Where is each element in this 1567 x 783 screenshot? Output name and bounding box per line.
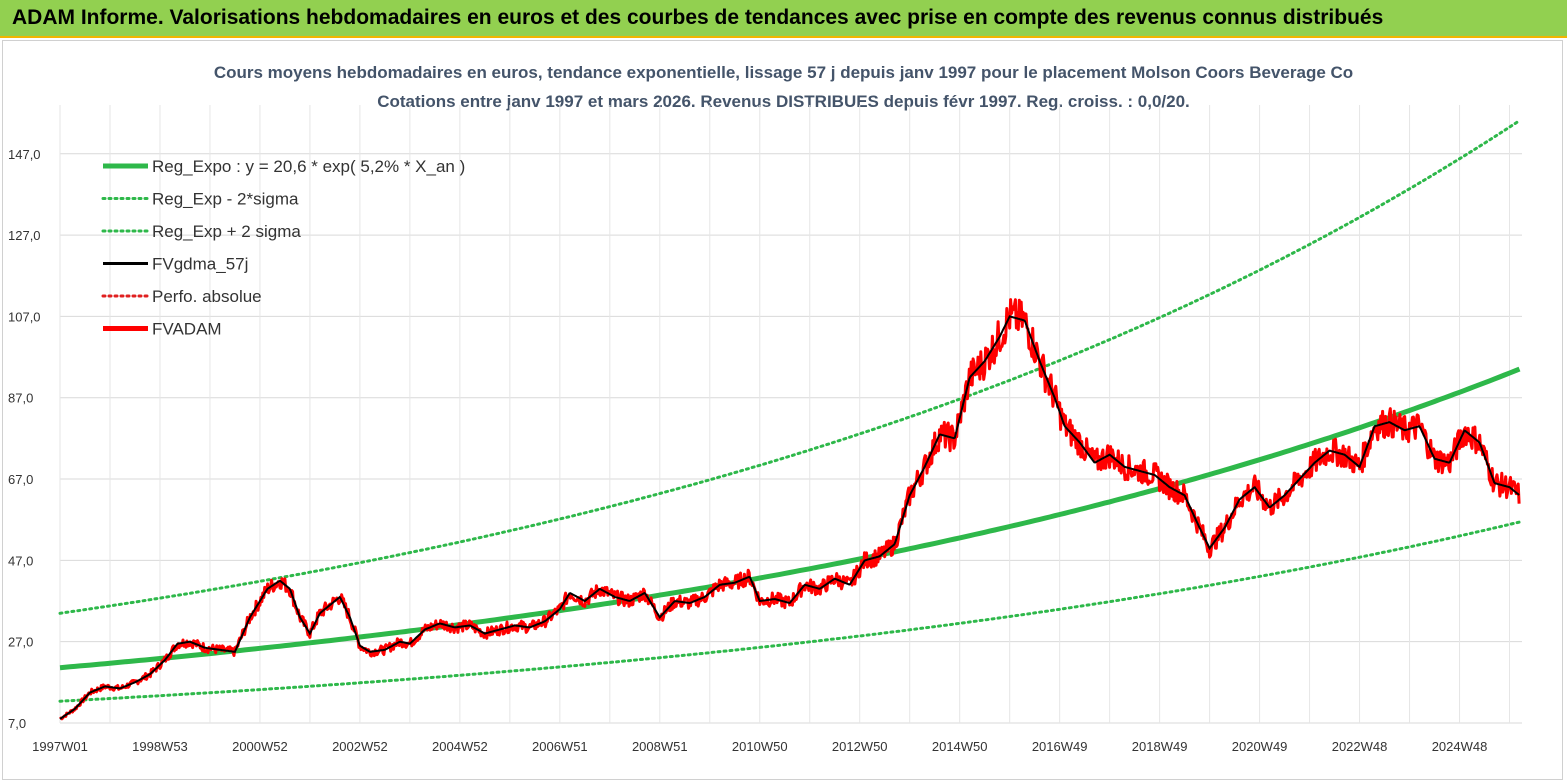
- y-axis: 7,0 27,0 47,0 67,0 87,0 107,0 127,0 147,0: [8, 147, 41, 731]
- x-tick-label: 2000W52: [232, 739, 288, 754]
- x-tick-label: 2024W48: [1432, 739, 1488, 754]
- x-tick-label: 2002W52: [332, 739, 388, 754]
- legend-label: Reg_Exp + 2 sigma: [152, 222, 301, 241]
- series-line-fvadam: [58, 298, 1521, 721]
- x-tick-label: 2006W51: [532, 739, 588, 754]
- chart-title: Cours moyens hebdomadaires en euros, ten…: [213, 63, 1354, 82]
- x-tick-label: 2008W51: [632, 739, 688, 754]
- x-tick-label: 2018W49: [1132, 739, 1188, 754]
- legend-label: Reg_Exp - 2*sigma: [152, 190, 299, 209]
- y-tick-label: 27,0: [8, 635, 33, 650]
- legend: Reg_Expo : y = 20,6 * exp( 5,2% * X_an )…: [101, 157, 465, 339]
- x-tick-label: 2016W49: [1032, 739, 1088, 754]
- x-tick-label: 2014W50: [932, 739, 988, 754]
- legend-label: FVgdma_57j: [152, 255, 248, 274]
- x-tick-label: 1997W01: [32, 739, 88, 754]
- series-line-reg-high: [58, 119, 1521, 615]
- series: [58, 119, 1521, 721]
- legend-label: Reg_Expo : y = 20,6 * exp( 5,2% * X_an ): [152, 157, 465, 176]
- y-tick-label: 7,0: [8, 716, 26, 731]
- x-tick-label: 1998W53: [132, 739, 188, 754]
- y-tick-label: 147,0: [8, 147, 41, 162]
- y-tick-label: 107,0: [8, 309, 41, 324]
- series-line-reg-low: [58, 520, 1521, 703]
- x-tick-label: 2020W49: [1232, 739, 1288, 754]
- chart-subtitle: Cotations entre janv 1997 et mars 2026. …: [377, 92, 1190, 111]
- x-tick-label: 2010W50: [732, 739, 788, 754]
- x-axis: 1997W01 1998W53 2000W52 2002W52 2004W52 2006W…: [32, 739, 1487, 754]
- x-tick-label: 2004W52: [432, 739, 488, 754]
- grid: [59, 105, 1522, 724]
- series-line-reg-expo: [59, 366, 1521, 671]
- page-title: ADAM Informe. Valorisations hebdomadaire…: [12, 6, 1384, 29]
- header-bar: ADAM Informe. Valorisations hebdomadaire…: [0, 0, 1567, 38]
- y-tick-label: 127,0: [8, 228, 41, 243]
- chart-frame: [2, 40, 1563, 780]
- legend-label: Perfo. absolue: [152, 287, 262, 306]
- x-tick-label: 2022W48: [1332, 739, 1388, 754]
- x-tick-label: 2012W50: [832, 739, 888, 754]
- legend-label: FVADAM: [152, 320, 222, 339]
- series-line-fvgdma: [59, 315, 1520, 720]
- y-tick-label: 67,0: [8, 472, 33, 487]
- y-tick-label: 87,0: [8, 391, 33, 406]
- y-tick-label: 47,0: [8, 553, 33, 568]
